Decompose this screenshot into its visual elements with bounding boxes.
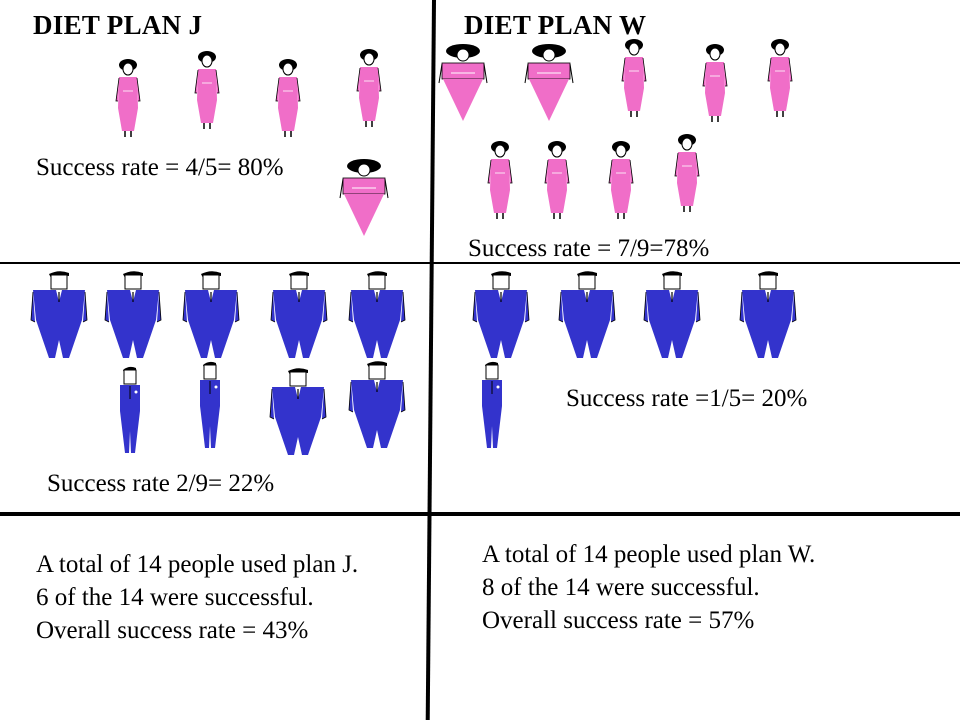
man-figure-icon [641, 270, 703, 360]
man-figure-icon [556, 270, 618, 360]
woman-figure-icon [433, 43, 493, 123]
plan-j-summary: A total of 14 people used plan J. 6 of t… [36, 548, 358, 647]
plan-w-men-success-rate: Success rate =1/5= 20% [566, 385, 808, 412]
woman-figure-icon [537, 140, 577, 220]
woman-figure-icon [108, 58, 148, 138]
man-figure-icon [268, 270, 330, 360]
woman-figure-icon [614, 38, 654, 118]
man-figure-icon [346, 270, 408, 360]
plan-j-summary-total: A total of 14 people used plan J. [36, 551, 359, 578]
woman-figure-icon [601, 140, 641, 220]
plan-w-title: DIET PLAN W [464, 10, 647, 40]
man-figure-icon [112, 365, 148, 455]
woman-figure-icon [695, 43, 735, 123]
man-figure-icon [474, 360, 510, 450]
plan-w-summary-successful: 8 of the 14 were successful. [482, 574, 760, 601]
man-figure-icon [346, 360, 408, 450]
horizontal-divider-bottom [0, 512, 960, 516]
plan-j-women-success-rate: Success rate = 4/5= 80% [36, 154, 284, 181]
woman-figure-icon [760, 38, 800, 118]
man-figure-icon [102, 270, 164, 360]
woman-figure-icon [268, 58, 308, 138]
horizontal-divider-top [0, 262, 960, 264]
man-figure-icon [28, 270, 90, 360]
woman-figure-icon [480, 140, 520, 220]
woman-figure-icon [519, 43, 579, 123]
man-figure-icon [737, 270, 799, 360]
man-figure-icon [180, 270, 242, 360]
man-figure-icon [267, 367, 329, 457]
woman-figure-icon [187, 50, 227, 130]
man-figure-icon [470, 270, 532, 360]
plan-w-summary-total: A total of 14 people used plan W. [482, 541, 816, 568]
plan-j-summary-successful: 6 of the 14 were successful. [36, 584, 314, 611]
plan-j-men-success-rate: Success rate 2/9= 22% [47, 470, 275, 497]
plan-w-summary: A total of 14 people used plan W. 8 of t… [482, 538, 815, 637]
woman-figure-icon [349, 48, 389, 128]
man-figure-icon [192, 360, 228, 450]
plan-w-summary-overall-rate: Overall success rate = 57% [482, 607, 755, 634]
plan-j-title: DIET PLAN J [33, 10, 203, 40]
woman-figure-icon [667, 133, 707, 213]
woman-figure-icon [334, 158, 394, 238]
plan-w-women-success-rate: Success rate = 7/9=78% [468, 235, 710, 262]
plan-j-summary-overall-rate: Overall success rate = 43% [36, 617, 309, 644]
